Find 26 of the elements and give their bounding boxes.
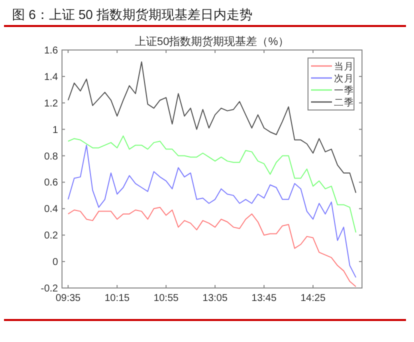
- y-tick-label: 1: [52, 124, 58, 136]
- x-tick-label: 13:45: [252, 293, 277, 304]
- chart-title: 图 6：上证 50 指数期货期现基差日内走势: [12, 7, 253, 22]
- x-tick-label: 10:55: [154, 293, 180, 304]
- x-tick-label: 13:05: [202, 293, 228, 304]
- y-tick-label: 0.2: [44, 230, 58, 242]
- x-tick-label: 10:15: [104, 293, 130, 304]
- x-tick-label: 09:35: [56, 293, 82, 304]
- y-tick-label: -0.2: [40, 284, 58, 294]
- y-tick-label: 0: [52, 257, 58, 268]
- x-tick-label: 14:25: [300, 293, 326, 304]
- line-series: [68, 144, 356, 278]
- legend-label: 二季: [334, 96, 354, 108]
- legend-label: 当月: [334, 60, 354, 72]
- chart-subtitle: 上证50指数期货期现基差（%）: [134, 35, 290, 48]
- y-tick-label: 1.6: [44, 46, 58, 56]
- y-tick-label: 0.8: [44, 151, 58, 162]
- line-series: [68, 135, 356, 233]
- legend-label: 次月: [334, 74, 354, 84]
- line-series: [68, 206, 356, 288]
- legend-label: 一季: [334, 84, 354, 96]
- line-series: [68, 61, 356, 194]
- y-tick-label: 0.6: [44, 178, 58, 189]
- y-tick-label: 1.2: [44, 98, 58, 110]
- y-tick-label: 1.4: [44, 72, 58, 83]
- y-tick-label: 0.4: [44, 204, 58, 216]
